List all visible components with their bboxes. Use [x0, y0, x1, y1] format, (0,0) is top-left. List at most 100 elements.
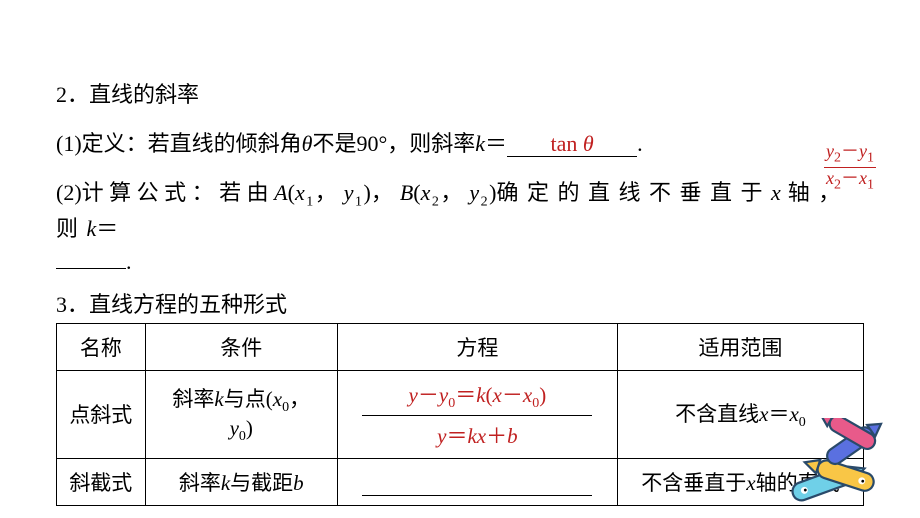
r1e-m2: －: [502, 383, 523, 407]
fd-as: 2: [834, 177, 841, 192]
r1-cond-x0: x: [273, 387, 282, 411]
table-row: 点斜式 斜率k与点(x0，y0) y－y0＝k(x－x0) 不含直线x＝x0: [57, 371, 864, 416]
item1-equals: ＝: [485, 131, 507, 156]
fd-m: －: [841, 168, 859, 188]
r2s-pre: 不含垂直于: [641, 471, 746, 495]
fd-a: x: [826, 168, 834, 188]
th-cond: 条件: [145, 324, 337, 371]
r2e-x0: x: [477, 424, 486, 448]
item1-answer-pre: tan: [550, 131, 582, 156]
fn-a: y: [826, 141, 834, 161]
r1-cond-y0s: 0: [239, 430, 246, 445]
item2-B: B: [400, 180, 413, 205]
frac-den: x2－x1: [824, 168, 876, 193]
item-2-line: (2)计 算 公 式 ： 若 由 A(x1， y1)， B(x2， y2)确 定…: [56, 176, 872, 278]
r2-name: 斜截式: [57, 458, 146, 505]
fd-b: x: [859, 168, 867, 188]
r2e-b0: b: [507, 424, 518, 448]
r1e-pr: ): [539, 383, 546, 407]
item1-mid: 不是90°，则斜率: [312, 131, 475, 156]
item1-theta: θ: [302, 131, 313, 156]
item2-y2sub: 2: [481, 194, 490, 209]
fn-m: －: [841, 141, 859, 161]
r2s-x: x: [746, 471, 755, 495]
r2c-mid: 与截距: [230, 471, 293, 495]
r1-cond-pre: 斜率: [172, 387, 214, 411]
crayon-decoration-icon: [784, 418, 912, 510]
item2-x2: x: [421, 180, 432, 205]
item2-pl2: (: [413, 180, 420, 205]
r1-eq2: y＝kx＋b: [337, 416, 617, 459]
fn-b: y: [859, 141, 867, 161]
r1e-pl: (: [486, 383, 493, 407]
item2-pl1: (: [288, 180, 295, 205]
item2-fraction-answer: y2－y1 x2－x1: [824, 142, 876, 192]
r1-eq-underline: y－y0＝k(x－x0): [362, 379, 592, 415]
item2-pr1: ): [363, 180, 370, 205]
th-eq: 方程: [337, 324, 617, 371]
item2-prefix: (2)计 算 公 式 ： 若 由: [56, 180, 274, 205]
r1e-m: －: [418, 383, 439, 407]
r2c-b: b: [293, 471, 304, 495]
forms-table: 名称 条件 方程 适用范围 点斜式 斜率k与点(x0，y0) y－y0＝k(x－…: [56, 323, 864, 505]
r2e-p0: ＋: [486, 424, 507, 448]
r1-cond-mid: 与点(: [224, 387, 273, 411]
r1e-y: y: [409, 383, 418, 407]
r1-eq-answer: y－y0＝k(x－x0): [409, 383, 547, 407]
table-head-row: 名称 条件 方程 适用范围: [57, 324, 864, 371]
section-2-title: 2．直线的斜率: [56, 78, 872, 111]
item1-blank: tan θ: [507, 132, 637, 157]
page: 2．直线的斜率 (1)定义：若直线的倾斜角θ不是90°，则斜率k＝tan θ. …: [0, 0, 920, 518]
item2-blank: [56, 268, 126, 269]
section-3-title: 3．直线方程的五种形式: [56, 288, 872, 321]
r1s-pre: 不含直线: [675, 402, 759, 426]
r2e-eq0: ＝: [446, 424, 467, 448]
r1e-y0: y: [439, 383, 448, 407]
r1-cond-comma: ，: [289, 387, 310, 411]
item2-k: k: [87, 216, 97, 241]
r2-cond: 斜率k与截距b: [145, 458, 337, 505]
item-1-line: (1)定义：若直线的倾斜角θ不是90°，则斜率k＝tan θ.: [56, 127, 872, 160]
item2-A: A: [274, 180, 287, 205]
table-row: 斜截式 斜率k与截距b 不含垂直于x轴的直线: [57, 458, 864, 505]
r2c-k: k: [221, 471, 230, 495]
item2-xaxis: x: [771, 180, 781, 205]
r1-name: 点斜式: [57, 371, 146, 458]
frac-num: y2－y1: [824, 142, 876, 168]
fn-as: 2: [834, 151, 841, 166]
item2-tail1: 确 定 的 直 线 不 垂 直 于: [496, 180, 771, 205]
r1-cond-k: k: [214, 387, 223, 411]
r2-eq: [337, 458, 617, 505]
r2c-pre: 斜率: [179, 471, 221, 495]
r1e-x: x: [493, 383, 502, 407]
r2e-k0: k: [467, 424, 476, 448]
r1e-eq: ＝: [455, 383, 476, 407]
r1-cond-y0: y: [230, 416, 239, 440]
item2-c2: ，: [440, 180, 462, 205]
item1-answer-sym: θ: [583, 131, 594, 156]
r1e-x0: x: [523, 383, 532, 407]
item2-y2: y: [469, 180, 480, 205]
r1-eq: y－y0＝k(x－x0): [337, 371, 617, 416]
item2-period: .: [126, 249, 132, 274]
item2-sep: ，: [371, 180, 393, 205]
r1-cond: 斜率k与点(x0，y0): [145, 371, 337, 458]
fn-bs: 1: [867, 151, 874, 166]
item1-prefix: (1)定义：若直线的倾斜角: [56, 131, 302, 156]
fd-bs: 1: [867, 177, 874, 192]
item2-y1: y: [344, 180, 355, 205]
r2-eq-underline: [362, 468, 592, 496]
item1-period: .: [637, 131, 643, 156]
r2-eq-answer-inline: y＝kx＋b: [437, 424, 517, 448]
item2-x1sub: 1: [306, 194, 315, 209]
item2-eq: ＝: [96, 216, 118, 241]
item1-k: k: [475, 131, 485, 156]
item2-x1: x: [295, 180, 306, 205]
th-scope: 适用范围: [617, 324, 863, 371]
r1e-k: k: [476, 383, 485, 407]
r1-cond-pr: ): [246, 416, 253, 440]
item1-answer: tan θ: [550, 131, 593, 156]
item2-c1: ，: [315, 180, 337, 205]
th-name: 名称: [57, 324, 146, 371]
r1-cond-x0s: 0: [282, 400, 289, 415]
